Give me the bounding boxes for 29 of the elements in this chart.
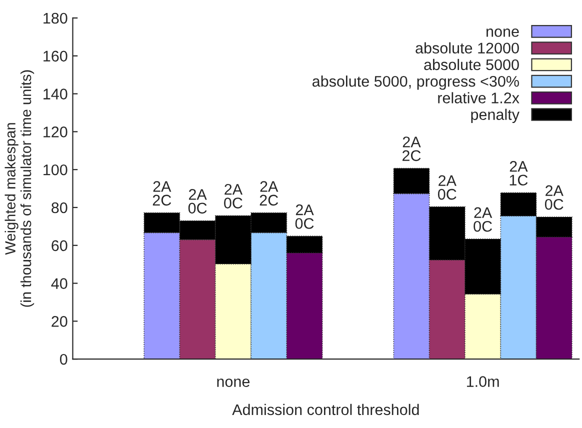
annotation: 2A 0C: [188, 189, 207, 214]
y-axis-title: Weighted makespan (in thousands of simulator time units): [4, 70, 34, 307]
x-tick-label: 1.0m: [467, 376, 499, 387]
y-tick-label: 60: [52, 240, 68, 252]
y-tick-label: 180: [44, 12, 68, 24]
legend-label: absolute 5000: [424, 58, 519, 70]
x-axis-title: Admission control threshold: [232, 404, 419, 416]
annotation: 2A 2C: [260, 181, 278, 206]
annotation: 2A 1C: [510, 161, 528, 186]
y-tick-label: 80: [52, 202, 68, 214]
legend-label: none: [486, 28, 519, 37]
annotation: 2A 0C: [474, 207, 492, 232]
y-tick-label: 120: [44, 126, 68, 138]
y-tick-label: 140: [44, 88, 68, 100]
annotation: 2A 0C: [295, 204, 314, 229]
y-tick-label: 100: [44, 164, 68, 176]
annotation: 2A 0C: [438, 175, 456, 200]
y-tick-label: 160: [44, 50, 68, 62]
legend-label: absolute 5000, progress <30%: [312, 76, 519, 90]
legend-label: absolute 12000: [416, 42, 519, 54]
legend-label: relative 1.2x: [438, 92, 520, 104]
annotation: 2A 2C: [402, 136, 421, 162]
legend-label: penalty: [471, 108, 520, 124]
annotation: 2A 0C: [224, 184, 243, 208]
y-tick-label: 0: [60, 354, 68, 365]
annotation: 2A 2C: [152, 181, 172, 206]
y-tick-label: 40: [51, 278, 68, 289]
y-tick-label: 20: [52, 316, 68, 327]
annotation: 2A 0C: [544, 185, 564, 210]
